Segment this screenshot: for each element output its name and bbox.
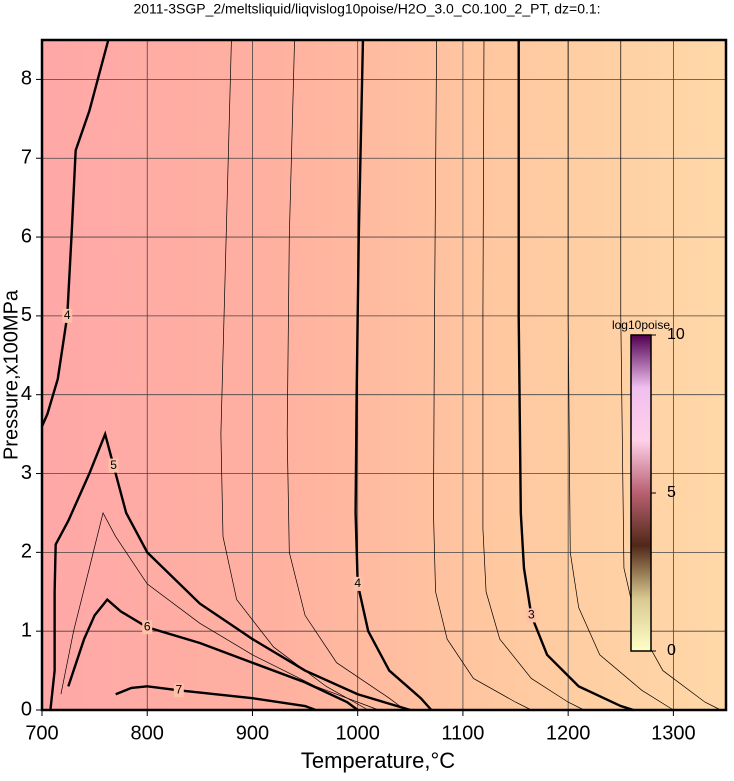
y-tick-label: 8 xyxy=(21,68,32,90)
y-tick-label: 4 xyxy=(21,383,32,405)
colorbar xyxy=(630,334,652,652)
contour-label: 5 xyxy=(110,458,117,472)
y-tick-label: 7 xyxy=(21,147,32,169)
minor-contour-line xyxy=(60,511,379,711)
contour-label-bg xyxy=(108,458,119,473)
y-tick-label: 5 xyxy=(21,304,32,326)
y-tick-label: 0 xyxy=(21,698,32,720)
x-tick-label: 900 xyxy=(236,722,269,744)
x-axis-label: Temperature,°C xyxy=(301,748,455,773)
plot-area xyxy=(42,40,726,710)
contour-label: 4 xyxy=(354,576,361,590)
x-tick-label: 1300 xyxy=(651,722,696,744)
x-tick-label: 1000 xyxy=(335,722,380,744)
minor-contour-line xyxy=(433,39,532,711)
minor-contour-line xyxy=(567,40,674,711)
plot-frame xyxy=(40,38,728,712)
minor-contour-line xyxy=(286,39,406,711)
colorbar-tick-label: 0 xyxy=(667,642,676,659)
minor-contour-line xyxy=(482,39,585,711)
contour-label-bg xyxy=(142,620,153,635)
contour-label: 4 xyxy=(64,308,71,322)
contour-label: 6 xyxy=(144,619,151,633)
y-tick-label: 1 xyxy=(21,619,32,641)
colorbar-tick-label: 10 xyxy=(667,326,685,343)
x-tick-label: 1200 xyxy=(546,722,591,744)
x-tick-label: 1100 xyxy=(441,722,484,744)
x-tick-label: 800 xyxy=(131,722,164,744)
contour-line xyxy=(40,39,110,427)
chart-title: 2011-3SGP_2/meltsliquid/liqvislog10poise… xyxy=(133,1,600,17)
contour-label: 3 xyxy=(528,608,535,622)
contour-label-bg xyxy=(526,608,537,623)
x-tick-label: 700 xyxy=(25,722,58,744)
contour-label-bg xyxy=(62,308,73,323)
minor-contour-line xyxy=(220,39,369,711)
contour-label-bg xyxy=(173,683,184,698)
contour-label: 7 xyxy=(175,682,182,696)
contour-label-bg xyxy=(352,576,363,591)
colorbar-label: log10poise xyxy=(612,318,670,332)
colorbar-tick-label: 5 xyxy=(667,484,676,501)
y-tick-label: 2 xyxy=(21,541,32,563)
y-tick-label: 3 xyxy=(21,462,32,484)
y-axis-label: Pressure,x100MPa xyxy=(0,289,22,460)
y-tick-label: 6 xyxy=(21,225,32,247)
